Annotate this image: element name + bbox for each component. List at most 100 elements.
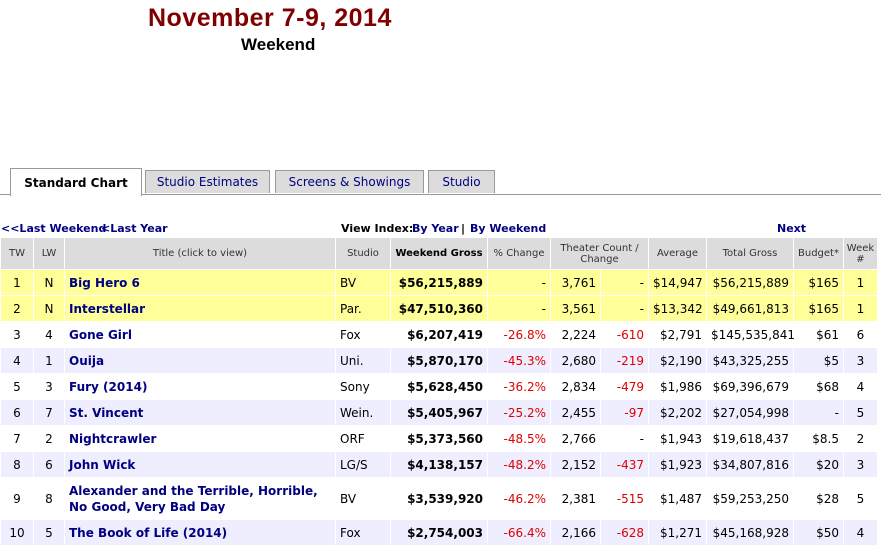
- table-cell: -479: [600, 373, 649, 400]
- movie-title[interactable]: Fury (2014): [64, 373, 336, 400]
- table-cell: $165: [793, 269, 844, 296]
- nav-link[interactable]: <Last Year: [101, 222, 168, 235]
- table-cell: -628: [600, 519, 649, 546]
- table-cell: ORF: [335, 425, 391, 452]
- table-cell: -: [600, 425, 649, 452]
- tab[interactable]: Studio: [428, 170, 495, 193]
- nav-link[interactable]: By Year: [412, 222, 459, 235]
- table-cell: -66.4%: [487, 519, 551, 546]
- table-row: 1 N Big Hero 6 BV $56,215,889-3,761- $14,947 $…: [0, 269, 878, 296]
- table-cell: 2,224: [550, 321, 601, 348]
- movie-title[interactable]: Nightcrawler: [64, 425, 336, 452]
- table-cell: $68: [793, 373, 844, 400]
- table-cell: $28: [793, 477, 844, 520]
- table-cell: $1,271: [648, 519, 707, 546]
- table-cell: $56,215,889: [706, 269, 794, 296]
- table-cell: 1: [843, 269, 878, 296]
- column-header: % Change: [487, 237, 551, 270]
- column-header: Studio: [335, 237, 391, 270]
- table-row: 10 5 The Book of Life (2014) Fox $2,754,003-…: [0, 519, 878, 546]
- table-cell: Fox: [335, 321, 391, 348]
- table-cell: 2: [33, 425, 65, 452]
- table-cell: $27,054,998: [706, 399, 794, 426]
- column-header: Budget*: [793, 237, 844, 270]
- table-cell: 1: [0, 269, 34, 296]
- table-cell: 2: [0, 295, 34, 322]
- table-row: 3 4 Gone Girl Fox $6,207,419 -26.8% 2,224 -610 $…: [0, 321, 878, 348]
- table-cell: $6,207,419: [390, 321, 488, 348]
- table-cell: $19,618,437: [706, 425, 794, 452]
- tab[interactable]: Screens & Showings: [275, 170, 424, 193]
- table-cell: -46.2%: [487, 477, 551, 520]
- column-header: Week #: [843, 237, 878, 270]
- table-cell: $5,373,560: [390, 425, 488, 452]
- column-header: LW: [33, 237, 65, 270]
- table-cell: $145,535,841: [706, 321, 795, 348]
- table-cell: -45.3%: [487, 347, 551, 374]
- table-cell: -25.2%: [487, 399, 551, 426]
- table-cell: $45,168,928: [706, 519, 794, 546]
- table-cell: Fox: [335, 519, 391, 546]
- table-row: 7 2 Nightcrawler ORF $5,373,560 -48.5% 2,766- $…: [0, 425, 878, 452]
- table-cell: $2,190: [648, 347, 707, 374]
- table-cell: 2: [843, 425, 878, 452]
- movie-title[interactable]: Alexander and the Terrible, Horrible, No…: [64, 477, 336, 520]
- table-row: 5 3 Fury (2014) Sony $5,628,450 -36.2% 2,834 -4…: [0, 373, 878, 400]
- table-cell: -97: [600, 399, 649, 426]
- table-cell: 5: [843, 477, 878, 520]
- table-cell: BV: [335, 477, 391, 520]
- tab[interactable]: Studio Estimates: [145, 170, 270, 193]
- table-cell: $1,487: [648, 477, 707, 520]
- table-cell: 2,455: [550, 399, 601, 426]
- table-cell: $2,202: [648, 399, 707, 426]
- table-cell: $14,947: [648, 269, 707, 296]
- table-cell: $69,396,679: [706, 373, 794, 400]
- table-cell: 1: [33, 347, 65, 374]
- table-cell: $5,870,170: [390, 347, 488, 374]
- table-cell: $43,325,255: [706, 347, 794, 374]
- movie-title[interactable]: Big Hero 6: [64, 269, 336, 296]
- nav-link[interactable]: <<Last Weekend: [1, 222, 107, 235]
- table-cell: 9: [0, 477, 34, 520]
- nav-link[interactable]: By Weekend: [470, 222, 547, 235]
- movie-title[interactable]: John Wick: [64, 451, 336, 478]
- table-cell: 4: [843, 519, 878, 546]
- tab[interactable]: Standard Chart: [10, 168, 142, 196]
- movie-title[interactable]: The Book of Life (2014): [64, 519, 336, 546]
- table-cell: BV: [335, 269, 391, 296]
- table-cell: $49,661,813: [706, 295, 794, 322]
- table-cell: -437: [600, 451, 649, 478]
- table-cell: $59,253,250: [706, 477, 794, 520]
- table-cell: -219: [600, 347, 649, 374]
- table-cell: -48.2%: [487, 451, 551, 478]
- table-cell: 7: [0, 425, 34, 452]
- table-cell: $8.5: [793, 425, 844, 452]
- column-header: Average: [648, 237, 707, 270]
- table-cell: 6: [843, 321, 878, 348]
- movie-title[interactable]: Gone Girl: [64, 321, 336, 348]
- table-cell: 4: [33, 321, 65, 348]
- table-cell: Sony: [335, 373, 391, 400]
- table-cell: 5: [33, 519, 65, 546]
- table-cell: 2,381: [550, 477, 601, 520]
- table-cell: 3,761: [550, 269, 601, 296]
- table-cell: $3,539,920: [390, 477, 488, 520]
- table-row: 9 8 Alexander and the Terrible, Horrible, …: [0, 477, 878, 520]
- column-header[interactable]: Title (click to view): [64, 237, 336, 270]
- table-cell: $5,628,450: [390, 373, 488, 400]
- table-cell: $1,986: [648, 373, 707, 400]
- table-cell: -: [793, 399, 844, 426]
- movie-title[interactable]: Ouija: [64, 347, 336, 374]
- table-cell: $4,138,157: [390, 451, 488, 478]
- table-cell: 8: [33, 477, 65, 520]
- table-cell: $5: [793, 347, 844, 374]
- table-cell: -: [487, 295, 551, 322]
- movie-title[interactable]: Interstellar: [64, 295, 336, 322]
- table-cell: 1: [843, 295, 878, 322]
- tab-border: [0, 194, 881, 195]
- movie-title[interactable]: St. Vincent: [64, 399, 336, 426]
- table-cell: 3,561: [550, 295, 601, 322]
- table-cell: $165: [793, 295, 844, 322]
- table-cell: -36.2%: [487, 373, 551, 400]
